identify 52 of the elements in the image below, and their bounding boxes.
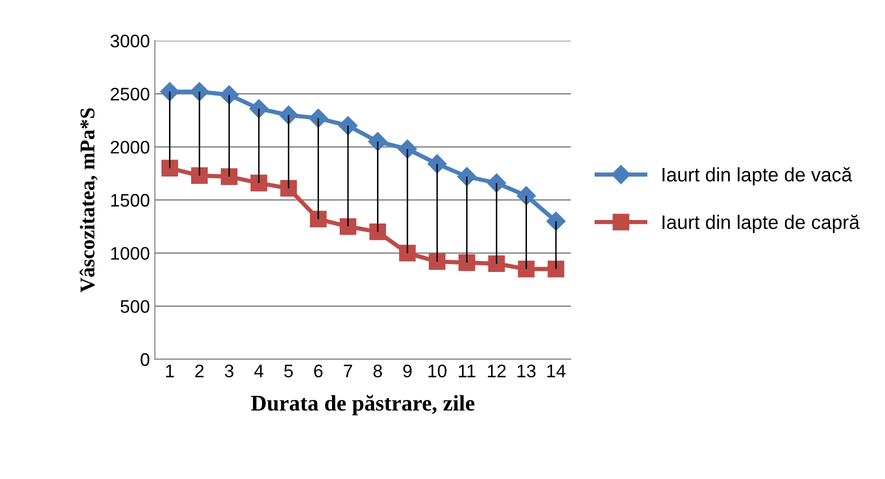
y-tick-label: 2500 xyxy=(110,88,150,101)
x-tick-label: 8 xyxy=(373,364,382,378)
point xyxy=(458,254,476,271)
point xyxy=(160,82,180,102)
point xyxy=(428,154,447,174)
y-axis-title: Vâscozitatea, mPa*S xyxy=(80,108,98,292)
x-tick-label: 11 xyxy=(458,364,476,378)
y-tick-label: 0 xyxy=(140,353,150,366)
point xyxy=(220,85,239,104)
x-tick-label: 4 xyxy=(254,364,264,378)
point xyxy=(279,106,298,125)
y-tick-label: 3000 xyxy=(110,34,150,48)
y-tick-label: 2000 xyxy=(110,140,150,154)
x-tick-label: 10 xyxy=(428,364,446,378)
point xyxy=(518,260,535,278)
point xyxy=(428,253,446,270)
point xyxy=(190,82,209,102)
x-tick-label: 3 xyxy=(224,364,234,378)
y-tick-label: 1000 xyxy=(111,247,150,260)
point xyxy=(398,139,417,159)
legend-label: Iaurt din lapte de capră xyxy=(662,214,860,233)
point xyxy=(310,210,327,228)
x-tick-label: 14 xyxy=(547,364,566,378)
point xyxy=(488,255,505,272)
point xyxy=(369,224,386,240)
x-tick-label: 6 xyxy=(314,364,323,378)
x-tick-label: 2 xyxy=(195,364,204,378)
point xyxy=(250,174,268,192)
legend-label: Iaurt din lapte de vacă xyxy=(662,167,852,186)
point xyxy=(548,260,564,278)
point xyxy=(220,168,238,185)
x-tick-label: 1 xyxy=(166,364,174,378)
point xyxy=(249,99,268,118)
point xyxy=(546,212,566,231)
y-tick-label: 500 xyxy=(120,300,150,313)
x-tick-label: 5 xyxy=(284,364,293,378)
point xyxy=(399,244,416,262)
point xyxy=(338,116,358,136)
x-tick-label: 13 xyxy=(518,364,536,378)
point xyxy=(308,108,328,128)
y-tick-label: 1500 xyxy=(111,194,150,207)
point xyxy=(161,160,178,176)
point xyxy=(280,180,297,197)
point xyxy=(340,218,356,235)
x-tick-label: 7 xyxy=(344,364,352,378)
x-tick-label: 9 xyxy=(403,364,412,378)
point xyxy=(191,167,208,184)
x-axis-title: Durata de păstrare, zile xyxy=(251,394,474,416)
point xyxy=(487,173,506,193)
x-tick-label: 12 xyxy=(488,364,506,378)
point xyxy=(368,132,388,152)
point xyxy=(457,167,476,186)
